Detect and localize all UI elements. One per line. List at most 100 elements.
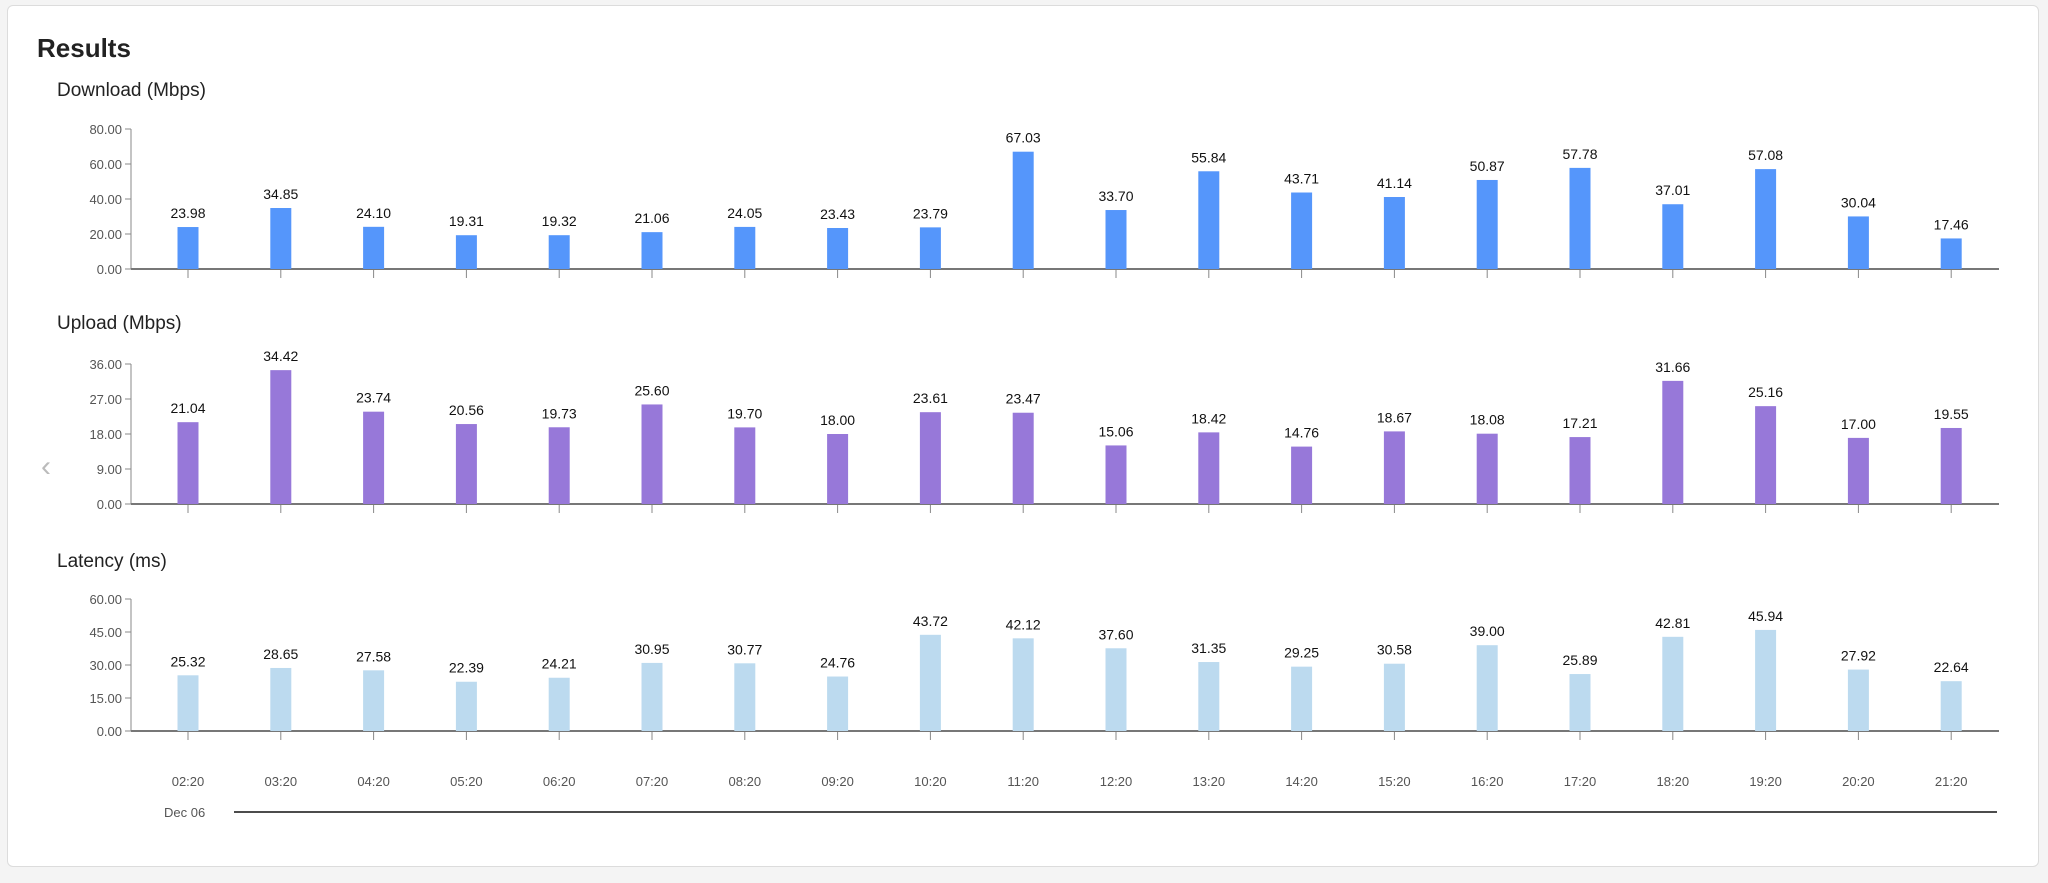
bar <box>734 226 756 269</box>
data-label: 27.92 <box>1841 648 1876 664</box>
bar <box>177 422 199 504</box>
data-label: 22.39 <box>449 660 484 676</box>
bar <box>827 227 849 269</box>
bar <box>1012 412 1034 504</box>
bar <box>1291 666 1313 731</box>
bar <box>1012 151 1034 269</box>
bar <box>1847 216 1869 269</box>
data-label: 67.03 <box>1006 130 1041 146</box>
bar <box>270 370 292 504</box>
bar <box>1012 638 1034 731</box>
y-tick-label: 0.00 <box>97 724 122 739</box>
data-label: 19.55 <box>1934 406 1969 422</box>
data-label: 19.73 <box>542 405 577 421</box>
data-label: 23.47 <box>1006 391 1041 407</box>
bar <box>1662 204 1684 269</box>
bar <box>363 670 385 731</box>
bar <box>734 663 756 731</box>
x-tick-label: 16:20 <box>1471 774 1504 789</box>
bar <box>548 427 570 504</box>
bar <box>827 434 849 504</box>
bar <box>919 634 941 731</box>
bar <box>270 667 292 731</box>
data-label: 14.76 <box>1284 425 1319 441</box>
data-label: 23.43 <box>820 206 855 222</box>
y-tick-label: 60.00 <box>89 157 122 172</box>
y-tick-label: 30.00 <box>89 658 122 673</box>
data-label: 33.70 <box>1098 188 1133 204</box>
bar <box>1940 238 1962 269</box>
data-label: 18.00 <box>820 412 855 428</box>
data-label: 19.32 <box>542 213 577 229</box>
data-label: 57.08 <box>1748 147 1783 163</box>
x-tick-label: 18:20 <box>1657 774 1690 789</box>
bar <box>1755 406 1777 504</box>
x-tick-label: 12:20 <box>1100 774 1133 789</box>
y-tick-label: 60.00 <box>89 592 122 607</box>
data-label: 24.21 <box>542 656 577 672</box>
bar <box>548 235 570 269</box>
data-label: 18.08 <box>1470 412 1505 428</box>
data-label: 19.70 <box>727 405 762 421</box>
chart-title: Download (Mbps) <box>57 80 206 101</box>
x-tick-label: 03:20 <box>265 774 298 789</box>
x-tick-label: 07:20 <box>636 774 669 789</box>
results-charts: Download (Mbps) 0.00 20.00 40.00 60.00 80.00 2… <box>57 80 1999 820</box>
bar <box>1847 669 1869 731</box>
bar <box>1291 192 1313 269</box>
data-label: 55.84 <box>1191 149 1226 165</box>
bar <box>177 675 199 731</box>
data-label: 30.95 <box>634 641 669 657</box>
data-label: 23.61 <box>913 390 948 406</box>
bar <box>177 227 199 269</box>
y-tick-label: 27.00 <box>89 392 122 407</box>
data-label: 27.58 <box>356 648 391 664</box>
bar <box>363 411 385 504</box>
bar <box>1383 197 1405 269</box>
bar <box>1940 681 1962 731</box>
chevron-left-icon[interactable]: ‹ <box>41 450 51 483</box>
data-label: 25.89 <box>1562 652 1597 668</box>
data-label: 24.76 <box>820 655 855 671</box>
data-label: 17.00 <box>1841 416 1876 432</box>
bar <box>1569 674 1591 731</box>
y-tick-label: 20.00 <box>89 227 122 242</box>
bar <box>1198 171 1220 269</box>
bar <box>455 424 477 504</box>
y-tick-label: 9.00 <box>97 462 122 477</box>
x-tick-label: 19:20 <box>1749 774 1782 789</box>
bar <box>1476 645 1498 731</box>
data-label: 34.42 <box>263 348 298 364</box>
bar <box>919 412 941 504</box>
data-label: 43.72 <box>913 613 948 629</box>
data-label: 30.77 <box>727 641 762 657</box>
bar <box>1662 636 1684 731</box>
x-tick-label: 13:20 <box>1193 774 1226 789</box>
y-tick-label: 0.00 <box>97 497 122 512</box>
chart-title: Latency (ms) <box>57 551 167 572</box>
data-label: 22.64 <box>1934 659 1969 675</box>
bar <box>1662 380 1684 504</box>
page-title: Results <box>37 33 131 63</box>
bar <box>270 208 292 269</box>
bar <box>1105 648 1127 731</box>
x-tick-label: 21:20 <box>1935 774 1968 789</box>
bar <box>1291 446 1313 504</box>
data-label: 21.06 <box>634 210 669 226</box>
bar <box>363 226 385 269</box>
x-tick-label: 17:20 <box>1564 774 1597 789</box>
data-label: 24.10 <box>356 205 391 221</box>
data-label: 23.74 <box>356 390 391 406</box>
data-label: 15.06 <box>1098 423 1133 439</box>
data-label: 25.60 <box>634 382 669 398</box>
data-label: 42.12 <box>1006 616 1041 632</box>
y-tick-label: 36.00 <box>89 357 122 372</box>
data-label: 39.00 <box>1470 623 1505 639</box>
bar <box>1198 432 1220 504</box>
bar <box>1198 662 1220 731</box>
data-label: 17.21 <box>1562 415 1597 431</box>
y-tick-label: 45.00 <box>89 625 122 640</box>
bar <box>641 232 663 269</box>
bar <box>641 404 663 504</box>
data-label: 24.05 <box>727 205 762 221</box>
